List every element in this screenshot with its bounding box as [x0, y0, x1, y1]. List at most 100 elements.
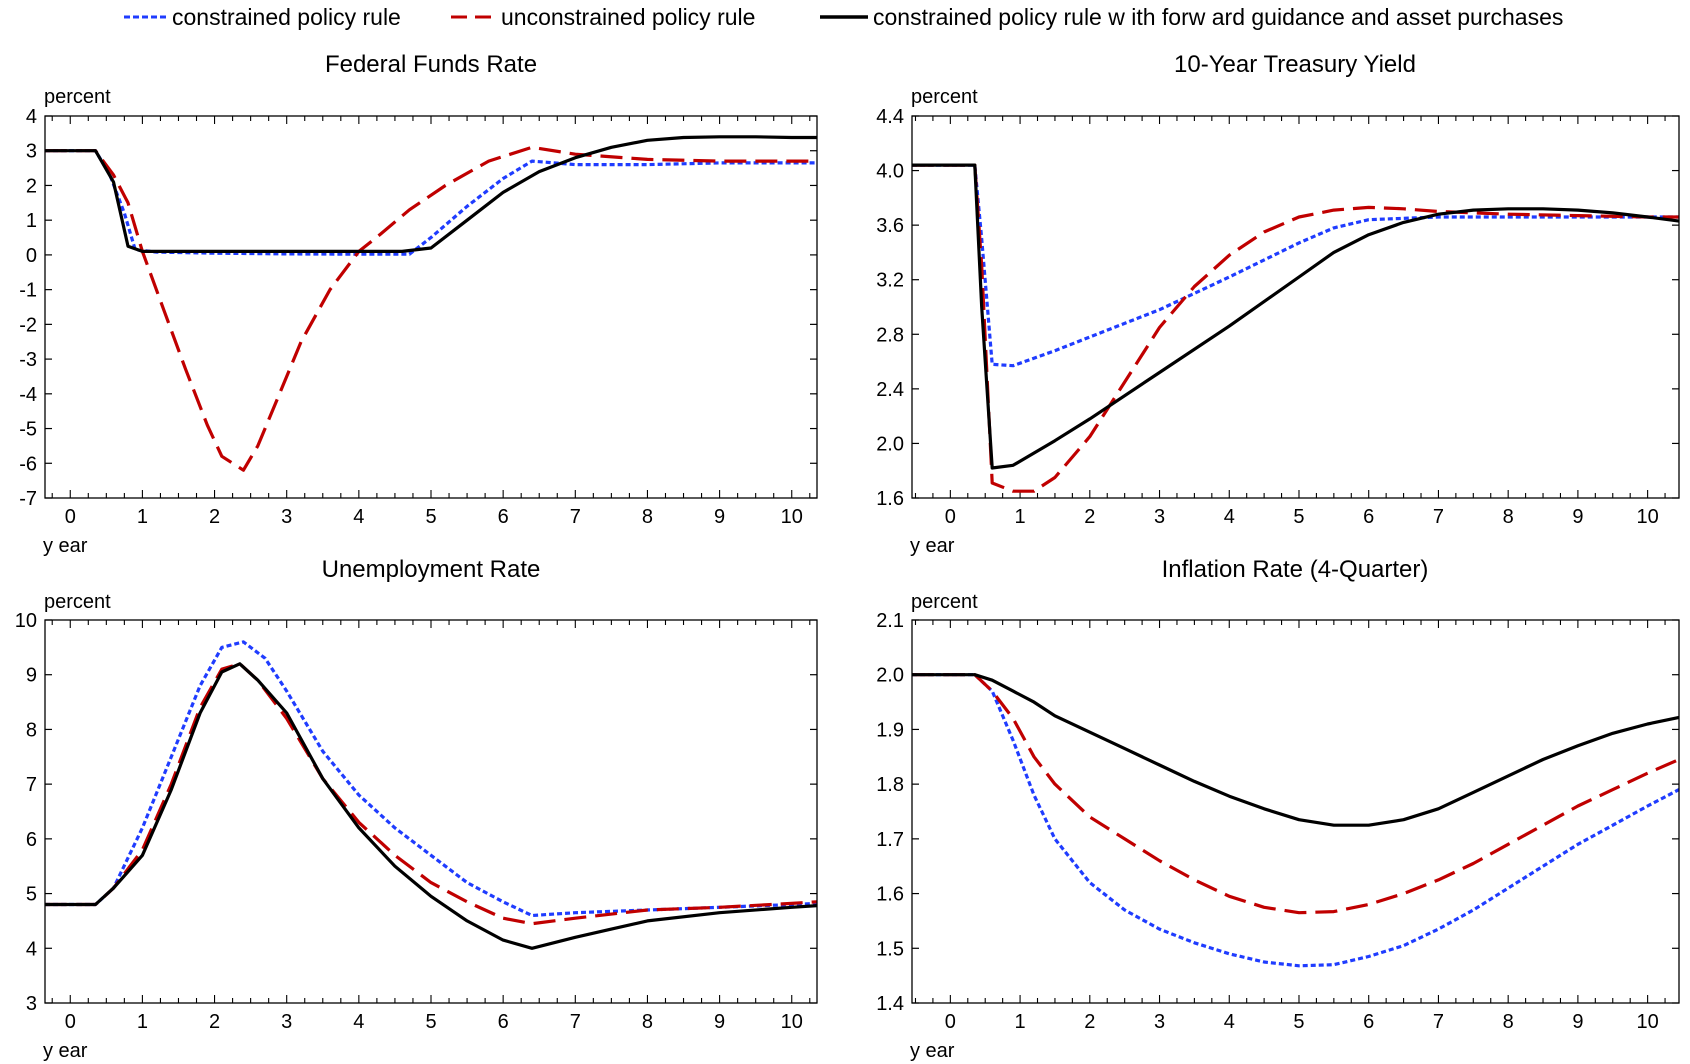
chart-title: Unemployment Rate	[322, 556, 541, 583]
y-tick-label: 2.8	[876, 324, 904, 346]
y-tick-label: 1.7	[876, 829, 904, 851]
y-tick-label: -2	[19, 314, 37, 336]
x-tick-label: 10	[1636, 506, 1658, 528]
series-line-dashed	[912, 673, 1680, 915]
x-tick-label: 2	[1084, 506, 1095, 528]
y-tick-label: 6	[26, 829, 37, 851]
chart-title: Inflation Rate (4-Quarter)	[1162, 556, 1429, 583]
y-axis-label: percent	[44, 86, 111, 108]
x-axis-label: y ear	[43, 535, 88, 557]
y-tick-label: -3	[19, 349, 37, 371]
series-line-dotted	[45, 640, 818, 918]
x-tick-label: 7	[1433, 1011, 1444, 1033]
y-tick-label: 4.0	[876, 161, 904, 183]
y-tick-label: -7	[19, 488, 37, 510]
legend-label-unconstrained: unconstrained policy rule	[501, 4, 755, 30]
y-tick-label: 1.6	[876, 488, 904, 510]
x-tick-label: 8	[642, 1011, 653, 1033]
y-tick-label: 2.0	[876, 665, 904, 687]
plot-frame	[911, 115, 1680, 499]
x-tick-label: 5	[425, 506, 436, 528]
y-tick-label: 1.8	[876, 774, 904, 796]
x-tick-label: 6	[498, 1011, 509, 1033]
y-tick-label: 10	[15, 610, 37, 632]
y-tick-label: 0	[26, 245, 37, 267]
legend-label-guidance: constrained policy rule w ith forw ard g…	[873, 4, 1563, 30]
x-tick-label: 10	[781, 506, 803, 528]
y-tick-label: 3	[26, 141, 37, 163]
plot-frame	[44, 619, 818, 1004]
series-line-solid	[912, 163, 1680, 470]
x-axis-label: y ear	[910, 535, 955, 557]
x-tick-label: 1	[1015, 1011, 1026, 1033]
y-tick-label: 7	[26, 774, 37, 796]
x-tick-label: 9	[1572, 1011, 1583, 1033]
y-tick-label: 1.9	[876, 719, 904, 741]
y-tick-label: -1	[19, 280, 37, 302]
legend: constrained policy rule unconstrained po…	[124, 4, 1563, 30]
x-tick-label: 2	[209, 506, 220, 528]
x-tick-label: 3	[1154, 1011, 1165, 1033]
x-tick-label: 2	[1084, 1011, 1095, 1033]
x-tick-label: 9	[714, 506, 725, 528]
x-tick-label: 4	[1224, 506, 1235, 528]
chart-panel-3: Unemployment Rate percent y ear 3 4 5 6 7 8 9 10 0 1…	[15, 556, 818, 1062]
series-line-dashed	[45, 662, 818, 926]
y-tick-label: 2	[26, 175, 37, 197]
chart-panels: Federal Funds Rate percent y ear -7 -6 -5 -4 -3…	[15, 51, 1680, 1062]
y-axis-label: percent	[911, 591, 978, 613]
x-tick-label: 3	[281, 506, 292, 528]
x-tick-label: 6	[1363, 506, 1374, 528]
x-tick-label: 9	[714, 1011, 725, 1033]
y-tick-label: 9	[26, 665, 37, 687]
y-tick-label: -6	[19, 453, 37, 475]
x-tick-label: 5	[1293, 1011, 1304, 1033]
x-tick-label: 8	[1503, 1011, 1514, 1033]
x-tick-label: 8	[642, 506, 653, 528]
x-tick-label: 3	[1154, 506, 1165, 528]
y-tick-label: 4	[26, 106, 37, 128]
plot-frame	[911, 619, 1680, 1004]
x-tick-label: 0	[65, 506, 76, 528]
series-line-dotted	[912, 673, 1680, 968]
x-tick-label: 7	[1433, 506, 1444, 528]
plot-frame	[44, 115, 818, 499]
series-line-dotted	[912, 163, 1679, 368]
chart-title: 10-Year Treasury Yield	[1174, 51, 1416, 78]
x-tick-label: 2	[209, 1011, 220, 1033]
y-tick-label: 2.4	[876, 379, 904, 401]
x-tick-label: 1	[1015, 506, 1026, 528]
y-tick-label: -5	[19, 419, 37, 441]
y-axis-label: percent	[44, 591, 111, 613]
chart-title: Federal Funds Rate	[325, 51, 537, 78]
x-tick-label: 10	[1636, 1011, 1658, 1033]
y-tick-label: 4.4	[876, 106, 904, 128]
series-line-solid	[912, 673, 1680, 827]
x-tick-label: 9	[1572, 506, 1583, 528]
chart-panel-1: Federal Funds Rate percent y ear -7 -6 -5 -4 -3…	[19, 51, 818, 557]
chart-panel-4: Inflation Rate (4-Quarter) percent y ear 1.…	[876, 556, 1680, 1062]
x-tick-label: 8	[1503, 506, 1514, 528]
y-tick-label: 3.2	[876, 270, 904, 292]
x-tick-label: 3	[281, 1011, 292, 1033]
x-tick-label: 1	[137, 506, 148, 528]
x-tick-label: 1	[137, 1011, 148, 1033]
y-tick-label: 3.6	[876, 215, 904, 237]
x-tick-label: 4	[353, 506, 364, 528]
y-tick-label: 3	[26, 993, 37, 1015]
series-line-solid	[45, 662, 818, 950]
y-tick-label: 1.6	[876, 884, 904, 906]
y-tick-label: 1.4	[876, 993, 904, 1015]
y-tick-label: 1	[26, 210, 37, 232]
y-tick-label: -4	[19, 384, 37, 406]
chart-panel-2: 10-Year Treasury Yield percent y ear 1.6 2.0…	[876, 51, 1680, 557]
x-tick-label: 7	[570, 506, 581, 528]
series-line-dashed	[912, 163, 1679, 493]
y-tick-label: 5	[26, 884, 37, 906]
x-tick-label: 0	[65, 1011, 76, 1033]
x-axis-label: y ear	[910, 1040, 955, 1062]
x-tick-label: 5	[425, 1011, 436, 1033]
x-tick-label: 7	[570, 1011, 581, 1033]
y-tick-label: 4	[26, 938, 37, 960]
series-line-dotted	[45, 149, 817, 256]
